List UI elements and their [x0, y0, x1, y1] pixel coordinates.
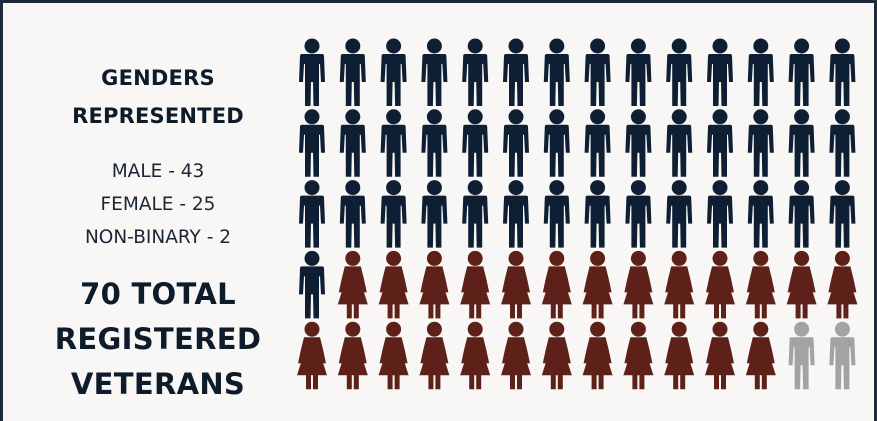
male-figure-icon	[788, 38, 815, 106]
male-figure-icon	[380, 180, 407, 248]
male-figure-icon	[707, 38, 733, 106]
male-figure-icon	[299, 180, 325, 248]
female-figure-icon	[623, 250, 654, 319]
female-figure-icon	[337, 250, 368, 319]
summary-panel: GENDERS REPRESENTED MALE - 43 FEMALE - 2…	[40, 0, 276, 421]
male-figure-icon	[543, 109, 570, 177]
female-figure-icon	[297, 321, 327, 390]
male-figure-icon	[462, 38, 489, 106]
male-figure-icon	[625, 38, 652, 106]
female-figure-icon	[378, 321, 409, 390]
male-figure-icon	[788, 180, 815, 248]
female-figure-icon	[337, 321, 368, 390]
total-line-1: 70 TOTAL	[80, 277, 236, 311]
female-figure-icon	[582, 250, 613, 319]
male-figure-icon	[666, 38, 693, 106]
male-figure-icon	[747, 109, 774, 177]
male-figure-icon	[421, 38, 448, 106]
female-figure-icon	[501, 250, 531, 319]
female-figure-icon	[827, 250, 858, 319]
male-figure-icon	[380, 38, 407, 106]
female-figure-icon	[705, 321, 735, 390]
female-figure-icon	[460, 321, 491, 390]
female-figure-icon	[460, 250, 491, 319]
male-figure-icon	[543, 38, 570, 106]
female-figure-icon	[582, 321, 613, 390]
total-line-2: REGISTERED	[54, 322, 262, 356]
female-figure-icon	[745, 321, 776, 390]
male-figure-icon	[462, 109, 489, 177]
male-count: MALE - 43	[111, 161, 205, 182]
male-figure-icon	[339, 109, 366, 177]
male-figure-icon	[299, 38, 325, 106]
female-figure-icon	[664, 321, 695, 390]
male-figure-icon	[543, 180, 570, 248]
heading-line-2: REPRESENTED	[72, 104, 244, 128]
female-figure-icon	[745, 250, 776, 319]
nonbinary-figure-icon	[829, 321, 856, 390]
male-figure-icon	[747, 180, 774, 248]
male-figure-icon	[503, 109, 529, 177]
male-figure-icon	[421, 180, 448, 248]
total-line-3: VETERANS	[70, 367, 246, 401]
male-figure-icon	[299, 109, 325, 177]
male-figure-icon	[584, 180, 611, 248]
female-figure-icon	[419, 321, 450, 390]
male-figure-icon	[299, 250, 325, 319]
nonbinary-figure-icon	[788, 321, 815, 390]
male-figure-icon	[462, 180, 489, 248]
male-figure-icon	[666, 180, 693, 248]
female-count: FEMALE - 25	[100, 194, 216, 215]
male-figure-icon	[503, 180, 529, 248]
male-figure-icon	[625, 109, 652, 177]
male-figure-icon	[788, 109, 815, 177]
female-figure-icon	[623, 321, 654, 390]
male-figure-icon	[747, 38, 774, 106]
female-figure-icon	[419, 250, 450, 319]
female-figure-icon	[664, 250, 695, 319]
male-figure-icon	[584, 109, 611, 177]
male-figure-icon	[380, 109, 407, 177]
male-figure-icon	[707, 180, 733, 248]
heading-line-1: GENDERS	[101, 66, 215, 90]
female-figure-icon	[541, 250, 572, 319]
male-figure-icon	[339, 38, 366, 106]
male-figure-icon	[829, 38, 856, 106]
male-figure-icon	[829, 180, 856, 248]
male-figure-icon	[666, 109, 693, 177]
male-figure-icon	[584, 38, 611, 106]
male-figure-icon	[503, 38, 529, 106]
male-figure-icon	[707, 109, 733, 177]
male-figure-icon	[339, 180, 366, 248]
female-figure-icon	[705, 250, 735, 319]
male-figure-icon	[625, 180, 652, 248]
female-figure-icon	[501, 321, 531, 390]
female-figure-icon	[786, 250, 817, 319]
female-figure-icon	[541, 321, 572, 390]
female-figure-icon	[378, 250, 409, 319]
male-figure-icon	[829, 109, 856, 177]
nonbinary-count: NON-BINARY - 2	[84, 227, 232, 248]
male-figure-icon	[421, 109, 448, 177]
